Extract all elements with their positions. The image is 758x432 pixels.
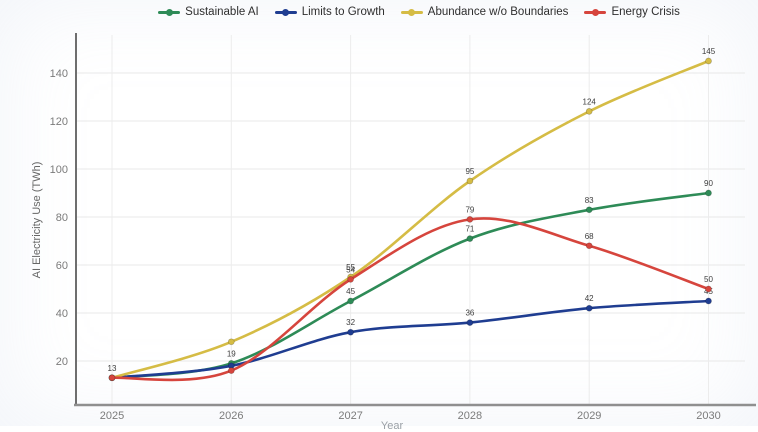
data-label: 50 (704, 275, 713, 284)
legend-label: Abundance w/o Boundaries (427, 6, 569, 18)
data-label: 45 (346, 287, 355, 296)
y-tick-label: 100 (50, 164, 68, 176)
data-label: 32 (346, 318, 355, 327)
data-point-limits-to-growth-2027[interactable] (347, 328, 354, 336)
legend-item-sustainable-ai[interactable]: Sustainable AI (158, 6, 259, 18)
data-point-energy-crisis-2026[interactable] (227, 367, 235, 374)
data-point-sustainable-ai-2030[interactable] (705, 189, 712, 197)
data-label: 83 (585, 196, 594, 205)
data-label: 71 (465, 225, 474, 234)
data-point-limits-to-growth-2029[interactable] (585, 304, 593, 312)
data-label: 145 (702, 47, 716, 56)
data-point-abundance-w-o-boundaries-2028[interactable] (466, 177, 474, 185)
data-label: 90 (704, 179, 713, 188)
chart-legend: Sustainable AI Limits to Growth Abundance … (90, 6, 748, 18)
series-line-sustainable-ai[interactable] (110, 191, 710, 380)
data-point-energy-crisis-2028[interactable] (466, 216, 474, 223)
data-point-limits-to-growth-2028[interactable] (466, 319, 474, 326)
legend-item-energy-crisis[interactable]: Energy Crisis (584, 6, 680, 18)
data-point-abundance-w-o-boundaries-2026[interactable] (227, 338, 235, 346)
x-tick-label: 2029 (577, 410, 601, 422)
data-label: 19 (227, 349, 236, 358)
y-tick-label: 40 (56, 308, 68, 320)
legend-label: Energy Crisis (611, 6, 680, 18)
series-line-limits-to-growth[interactable] (110, 299, 710, 380)
legend-label: Limits to Growth (301, 6, 385, 18)
legend-item-limits-to-growth[interactable]: Limits to Growth (274, 6, 385, 18)
legend-line-dot-icon (400, 8, 423, 16)
x-tick-label: 2030 (696, 410, 720, 422)
data-point-energy-crisis-2029[interactable] (585, 242, 593, 250)
x-tick-label: 2028 (458, 410, 482, 422)
y-tick-label: 120 (50, 116, 68, 128)
data-label: 36 (465, 309, 474, 318)
data-point-energy-crisis-2027[interactable] (347, 276, 354, 283)
x-tick-label: 2026 (219, 410, 243, 422)
data-label: 79 (465, 205, 474, 214)
legend-line-dot-icon (158, 8, 181, 16)
legend-line-dot-icon (584, 8, 607, 16)
x-tick-label: 2025 (100, 410, 124, 422)
data-label: 55 (346, 263, 355, 272)
legend-item-abundance-w-o-boundaries[interactable]: Abundance w/o Boundaries (400, 6, 569, 18)
y-tick-label: 20 (56, 356, 68, 368)
y-tick-label: 60 (56, 260, 68, 272)
data-label: 13 (108, 364, 117, 373)
data-point-sustainable-ai-2028[interactable] (466, 235, 474, 242)
data-point-energy-crisis-2025[interactable] (108, 374, 116, 382)
data-label: 54 (346, 265, 355, 274)
data-label: 68 (585, 232, 594, 241)
data-label: 42 (585, 294, 594, 303)
data-point-limits-to-growth-2030[interactable] (705, 297, 712, 305)
data-point-energy-crisis-2030[interactable] (705, 285, 712, 293)
series-line-abundance-w-o-boundaries[interactable] (110, 59, 710, 380)
data-point-abundance-w-o-boundaries-2029[interactable] (585, 108, 593, 115)
y-axis-title: AI Electricity Use (TWh) (31, 161, 43, 279)
series-line-energy-crisis[interactable] (110, 217, 710, 382)
y-tick-label: 80 (56, 212, 68, 224)
data-label: 124 (583, 97, 597, 106)
legend-line-dot-icon (274, 8, 297, 16)
x-axis-title: Year (380, 420, 404, 432)
legend-label: Sustainable AI (185, 6, 259, 18)
y-tick-label: 140 (50, 68, 68, 80)
data-label: 95 (465, 167, 474, 176)
data-point-sustainable-ai-2027[interactable] (347, 297, 354, 305)
data-point-sustainable-ai-2029[interactable] (585, 206, 593, 214)
data-point-abundance-w-o-boundaries-2030[interactable] (705, 57, 712, 65)
x-tick-label: 2027 (338, 410, 362, 422)
